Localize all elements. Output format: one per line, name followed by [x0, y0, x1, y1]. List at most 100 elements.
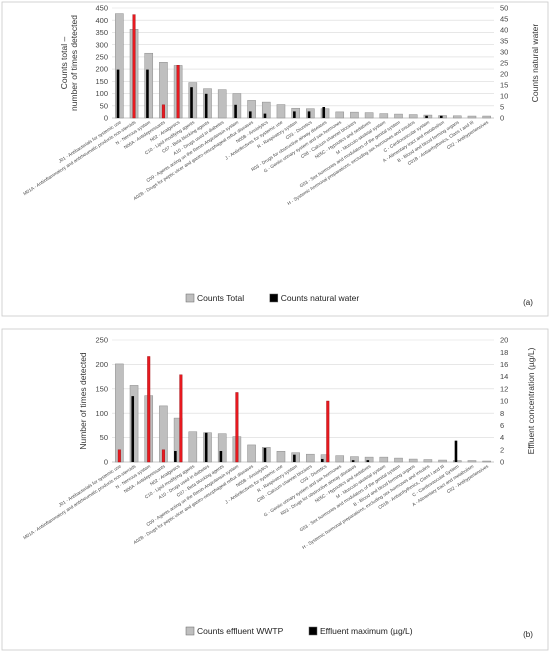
bar-counts-total	[364, 112, 374, 119]
bar-counts-total	[438, 459, 447, 463]
y-left-tick-label: 250	[95, 52, 108, 61]
bar-counts-total	[276, 451, 286, 463]
y-right-tick-label: 16	[500, 360, 508, 369]
legend-label: Counts natural water	[281, 293, 360, 303]
legend: Counts effluent WWTP Effluent maximum (µg…	[185, 626, 413, 636]
bar-counts-total	[379, 113, 389, 119]
bar-secondary-black	[116, 69, 120, 118]
legend-swatch	[185, 626, 195, 636]
bar-secondary-black	[425, 115, 428, 118]
y-right-tick-label: 10	[500, 92, 508, 101]
bar-counts-total	[350, 456, 359, 463]
bar-secondary-red	[161, 449, 165, 463]
bar-counts-total	[306, 453, 315, 463]
bar-secondary-black	[219, 451, 223, 462]
bar-secondary-black	[204, 432, 208, 462]
bar-secondary-red	[132, 14, 136, 119]
legend-swatch	[308, 626, 318, 636]
bar-counts-total	[232, 93, 242, 119]
bar-secondary-red	[161, 104, 165, 119]
bar-counts-total	[115, 363, 124, 463]
y-left-tick-label: 150	[95, 384, 108, 393]
y-left-tick-label: 250	[95, 336, 108, 345]
y-right-tick-label: 0	[500, 458, 504, 467]
legend-label: Counts effluent WWTP	[197, 626, 284, 636]
bar-counts-total	[394, 113, 403, 119]
y-right-tick-label: 35	[500, 37, 508, 46]
bar-counts-total	[467, 115, 477, 119]
x-category-label: J01 - Antibacterials for systemic use	[58, 463, 123, 507]
y-left-tick-label: 0	[104, 114, 108, 123]
y-left-tick-label: 450	[95, 4, 108, 13]
x-category-label: J01 - Antibacterials for systemic use	[58, 119, 123, 163]
y-right-tick-label: 6	[500, 421, 504, 430]
bar-secondary-black	[366, 460, 370, 462]
y-left-tick-label: 200	[95, 360, 108, 369]
legend-swatch	[185, 293, 195, 303]
bar-counts-total	[482, 115, 491, 119]
y-left-tick-label: 150	[95, 77, 108, 86]
bar-counts-total	[379, 456, 389, 463]
bar-secondary-black	[190, 87, 193, 118]
y-right-tick-label: 25	[500, 59, 508, 68]
y-left-tick-label: 400	[95, 16, 108, 25]
y-right-tick-label: 5	[500, 103, 504, 112]
y-left-axis-title: Counts total –number of times detected	[59, 15, 79, 111]
bar-secondary-black	[204, 93, 208, 118]
chart-panel-b: 0 50 100 150 200 250 0 2 4 6 8 10 12 14 16 18 20 J01 - An…	[1, 328, 549, 651]
bar-counts-total	[115, 13, 124, 119]
y-left-tick-label: 50	[100, 101, 108, 110]
y-right-tick-label: 8	[500, 409, 504, 418]
bar-secondary-black	[263, 447, 267, 462]
bar-counts-total	[188, 431, 198, 463]
bar-counts-total	[408, 114, 418, 119]
y-right-tick-label: 0	[500, 114, 504, 123]
bar-secondary-black	[293, 111, 296, 118]
bar-counts-total	[291, 107, 300, 119]
x-category-label: M01A - Antiinflammatory and antirheumati…	[22, 119, 137, 196]
panel-border	[1, 328, 549, 651]
y-right-axis-title: Counts natural water	[530, 24, 540, 103]
bar-counts-total	[247, 100, 256, 119]
y-left-tick-label: 0	[104, 458, 108, 467]
bar-counts-total	[291, 452, 300, 463]
bar-counts-total	[394, 457, 403, 463]
bar-secondary-red	[176, 64, 180, 119]
panel-border	[1, 1, 549, 317]
bar-counts-total	[467, 460, 477, 463]
y-right-tick-label: 50	[500, 4, 508, 13]
y-right-tick-label: 20	[500, 336, 508, 345]
bar-secondary-black	[320, 458, 324, 462]
bar-secondary-black	[322, 107, 326, 118]
bar-secondary-red	[117, 449, 121, 463]
y-left-tick-label: 100	[95, 89, 108, 98]
x-category-label: M01A - Antiinflammatory and antirheumati…	[22, 463, 137, 540]
bar-counts-total	[350, 111, 359, 119]
bar-counts-total	[364, 456, 374, 463]
y-right-axis-title: Effluent concentration (µg/L)	[526, 347, 536, 454]
bar-counts-total	[452, 115, 462, 119]
bar-secondary-black	[439, 115, 443, 118]
y-left-tick-label: 200	[95, 65, 108, 74]
legend-label: Counts Total	[197, 293, 244, 303]
bar-secondary-black	[454, 440, 458, 462]
y-left-tick-label: 50	[100, 433, 108, 442]
bar-secondary-black	[351, 460, 355, 462]
y-right-tick-label: 10	[500, 397, 508, 406]
bar-counts-total	[335, 111, 345, 119]
y-right-tick-label: 20	[500, 70, 508, 79]
bar-secondary-black	[248, 111, 252, 118]
legend-label: Effluent maximum (µg/L)	[320, 626, 413, 636]
bar-counts-total	[408, 458, 418, 463]
bar-secondary-black	[234, 104, 237, 118]
bar-secondary-black	[131, 396, 135, 462]
bar-secondary-black	[293, 454, 296, 462]
y-right-tick-label: 18	[500, 348, 508, 357]
legend-swatch	[269, 293, 279, 303]
y-right-tick-label: 2	[500, 445, 504, 454]
y-right-tick-label: 4	[500, 433, 504, 442]
bar-counts-total	[335, 455, 345, 463]
y-left-tick-label: 350	[95, 28, 108, 37]
bar-counts-total	[217, 89, 227, 119]
